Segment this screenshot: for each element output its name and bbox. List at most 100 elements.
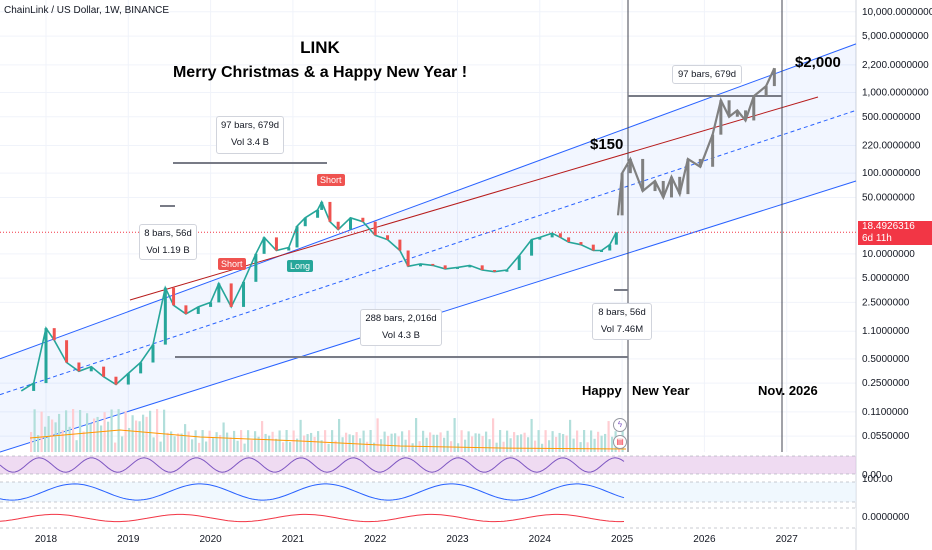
volume-bar bbox=[44, 426, 47, 452]
price-candle bbox=[480, 265, 484, 271]
y-tick-label: 0.2500000 bbox=[862, 378, 910, 389]
volume-bar bbox=[180, 433, 183, 452]
volume-bar bbox=[572, 438, 575, 452]
volume-bar bbox=[212, 438, 215, 452]
price-candle bbox=[52, 328, 56, 341]
volume-bar bbox=[562, 434, 565, 452]
price-candle bbox=[316, 209, 320, 218]
volume-bar bbox=[61, 430, 64, 452]
x-tick-label: 2021 bbox=[282, 534, 305, 545]
volume-bar bbox=[534, 440, 537, 452]
volume-bar bbox=[275, 438, 278, 452]
volume-bar bbox=[415, 418, 418, 452]
measure-box-5[interactable]: 97 bars, 679d bbox=[672, 65, 742, 84]
volume-bar bbox=[425, 437, 428, 452]
price-candle bbox=[89, 366, 93, 372]
volume-bar bbox=[40, 411, 43, 452]
us-flag-icon[interactable]: ▤ bbox=[613, 435, 627, 449]
projection-candle bbox=[719, 100, 723, 135]
measure-box-2-vol: Vol 1.19 B bbox=[146, 245, 190, 256]
volume-bar bbox=[345, 432, 348, 452]
volume-bar bbox=[313, 436, 316, 452]
volume-bar bbox=[495, 442, 498, 452]
price-candle bbox=[530, 239, 534, 256]
volume-bar bbox=[159, 441, 162, 452]
volume-bar bbox=[590, 430, 593, 452]
price-candle bbox=[443, 265, 447, 269]
long-signal[interactable]: Long bbox=[287, 260, 314, 272]
measure-box-4-bars: 8 bars, 56d bbox=[598, 307, 646, 318]
volume-bar bbox=[331, 430, 334, 452]
lightning-icon[interactable]: ϟ bbox=[613, 418, 627, 432]
volume-bar bbox=[446, 430, 449, 452]
price-candle bbox=[163, 287, 167, 345]
volume-bar bbox=[289, 442, 292, 452]
volume-bar bbox=[89, 423, 92, 452]
price-candle bbox=[567, 237, 571, 243]
measure-box-2[interactable]: 8 bars, 56d Vol 1.19 B bbox=[139, 224, 197, 260]
price-candle bbox=[608, 244, 612, 251]
volume-bar bbox=[222, 422, 225, 452]
volume-bar bbox=[569, 419, 572, 452]
volume-bar bbox=[334, 440, 337, 452]
y-tick-label: 500.0000000 bbox=[862, 112, 921, 123]
chart-title-line1: LINK bbox=[300, 38, 340, 57]
volume-bar bbox=[341, 437, 344, 452]
volume-bar bbox=[390, 433, 393, 452]
measure-box-3[interactable]: 288 bars, 2,016d Vol 4.3 B bbox=[360, 309, 442, 346]
volume-bar bbox=[366, 441, 369, 452]
volume-bar bbox=[422, 430, 425, 452]
price-candle bbox=[274, 237, 278, 251]
symbol-title[interactable]: ChainLink / US Dollar, 1W, BINANCE bbox=[4, 5, 170, 16]
volume-bar bbox=[268, 435, 271, 452]
projection-candle bbox=[669, 176, 673, 198]
price-candle bbox=[262, 237, 266, 254]
y-tick-label: 2,200.0000000 bbox=[862, 60, 929, 71]
price-candle bbox=[456, 267, 459, 269]
volume-bar bbox=[471, 436, 474, 452]
volume-bar bbox=[166, 432, 169, 452]
volume-bar bbox=[523, 432, 526, 452]
volume-bar bbox=[611, 436, 614, 452]
volume-bar bbox=[474, 433, 477, 452]
volume-bar bbox=[499, 430, 502, 452]
volume-bar bbox=[537, 430, 540, 452]
y-tick-label: 1.1000000 bbox=[862, 326, 910, 337]
volume-bar bbox=[285, 430, 288, 452]
volume-bar bbox=[296, 438, 299, 452]
volume-bar bbox=[37, 435, 40, 452]
price-candle bbox=[517, 255, 521, 271]
volume-bar bbox=[47, 416, 50, 452]
price-candle bbox=[151, 344, 155, 363]
volume-bar bbox=[327, 443, 330, 452]
volume-bar bbox=[303, 435, 306, 452]
projection-candle bbox=[772, 68, 776, 87]
measure-box-1[interactable]: 97 bars, 679d Vol 3.4 B bbox=[216, 116, 284, 154]
price-candle bbox=[493, 270, 497, 272]
volume-bar bbox=[509, 438, 512, 452]
indicator-axis-label: 0.00 bbox=[862, 470, 882, 481]
price-candle bbox=[579, 242, 583, 245]
volume-bar bbox=[369, 430, 372, 452]
volume-bar bbox=[135, 420, 138, 452]
projection-candle bbox=[641, 158, 645, 192]
volume-bar bbox=[586, 442, 589, 452]
price-candle bbox=[550, 233, 554, 238]
measure-box-4[interactable]: 8 bars, 56d Vol 7.46M bbox=[592, 303, 652, 340]
price-candle bbox=[418, 263, 422, 267]
channel-fill bbox=[0, 43, 856, 452]
volume-bar bbox=[600, 435, 603, 452]
volume-bar bbox=[439, 432, 442, 452]
volume-bar bbox=[96, 416, 99, 452]
volume-bar bbox=[156, 409, 159, 452]
volume-bar bbox=[261, 421, 264, 452]
projection-candle bbox=[620, 173, 624, 216]
short-signal-2[interactable]: Short bbox=[317, 174, 345, 186]
volume-bar bbox=[460, 430, 463, 452]
indicator-axis-label: 100.00 bbox=[862, 474, 893, 485]
short-signal-1[interactable]: Short bbox=[218, 258, 246, 270]
volume-bar bbox=[492, 418, 495, 452]
price-candle bbox=[468, 265, 472, 268]
indicator-pane-1 bbox=[0, 456, 856, 474]
y-tick-label: 10,000.0000000 bbox=[862, 7, 932, 18]
